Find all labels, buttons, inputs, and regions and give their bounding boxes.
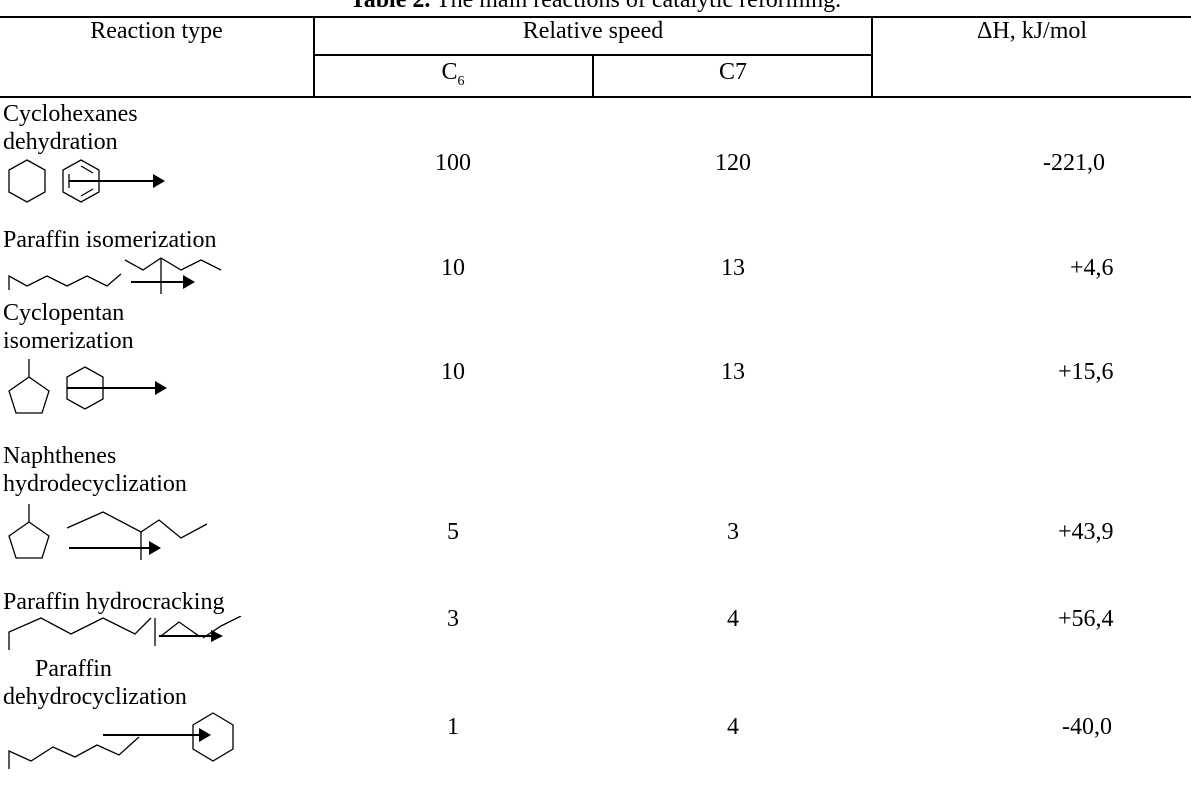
reaction-name-line1: Paraffin hydrocracking (3, 589, 225, 615)
row4-c6: 5 (447, 519, 459, 545)
row5-delta-h: +56,4 (1058, 606, 1114, 632)
table-row: Paraffin hydrocracking (3, 588, 263, 652)
row1-delta-h: -221,0 (1043, 150, 1105, 176)
methylcyclopentane-to-isoparaffin-structure (8, 504, 208, 560)
header-divider-left (313, 16, 315, 98)
header-relative-speed: Relative speed (522, 18, 664, 44)
table-row: dehydrocyclization (3, 683, 253, 769)
reaction-name-line2: isomerization (3, 328, 134, 354)
row5-c6: 3 (447, 606, 459, 632)
table-row: Cyclohexanes dehydration (3, 100, 203, 208)
isoparaffin-chain (124, 257, 222, 271)
reaction-name-line1: Cyclopentan (3, 300, 125, 326)
paraffin-to-benzene-structure (8, 712, 234, 769)
table-row: Paraffin (35, 655, 112, 683)
header-c6: C6 (314, 58, 592, 96)
table-top-rule (0, 16, 1191, 18)
reaction-name-line1: Naphthenes (3, 443, 117, 469)
row2-c6: 10 (441, 255, 465, 281)
table-row: Cyclopentan isomerization (3, 299, 203, 417)
header-c6-base: C (441, 59, 458, 85)
header-c6-sub: 6 (457, 74, 465, 89)
n-paraffin-chain (8, 273, 122, 290)
isoparaffin-chain (66, 511, 208, 539)
row3-c7: 13 (721, 359, 745, 385)
row4-c7: 3 (727, 519, 739, 545)
row5-c7: 4 (727, 606, 739, 632)
reaction-arrow-head (199, 728, 211, 742)
table-row: Naphthenes hydrodecyclization (3, 442, 233, 562)
header-delta-h: ΔH, kJ/mol (976, 18, 1088, 44)
row2-delta-h: +4,6 (1070, 255, 1114, 281)
header-divider-right (871, 16, 873, 98)
table-caption: Table 2. The main reactions of catalytic… (0, 0, 1191, 14)
reaction-name-line1: Cyclohexanes (3, 101, 138, 127)
cyclopentane-ring (8, 376, 50, 414)
short-paraffin-1 (160, 621, 200, 637)
reaction-arrow-head (183, 275, 195, 289)
row6-c6: 1 (447, 714, 459, 740)
benzene-ring (62, 159, 100, 203)
table-row: Paraffin isomerization (3, 226, 233, 296)
header-bottom-rule (0, 96, 1191, 98)
reaction-name-line2: dehydrocyclization (3, 684, 187, 710)
reaction-name-line1: Paraffin isomerization (3, 227, 217, 253)
reaction-arrow-head (149, 541, 161, 555)
row6-delta-h: -40,0 (1062, 714, 1112, 740)
reaction-arrow-head (211, 630, 223, 642)
row4-delta-h: +43,9 (1058, 519, 1114, 545)
reaction-arrow-head (155, 381, 167, 395)
table-caption-label: Table 2. (349, 0, 431, 13)
paraffin-to-short-paraffins-structure (8, 616, 242, 650)
header-c7: C7 (718, 59, 747, 85)
reaction-name-line2: hydrodecyclization (3, 471, 187, 497)
cyclohexane-to-benzene-structure (8, 159, 165, 203)
header-divider-mid (592, 54, 594, 98)
reaction-arrow-head (153, 174, 165, 188)
benzene-ring (192, 712, 234, 762)
row1-c7: 120 (715, 150, 751, 176)
row2-c7: 13 (721, 255, 745, 281)
cyclohexane-ring (66, 366, 104, 410)
row6-c7: 4 (727, 714, 739, 740)
row3-delta-h: +15,6 (1058, 359, 1114, 385)
header-reaction-type: Reaction type (90, 18, 223, 44)
short-paraffin-2 (202, 616, 242, 639)
n-paraffin-to-isoparaffin-structure (8, 257, 222, 294)
row3-c6: 10 (441, 359, 465, 385)
table-caption-text: The main reactions of catalytic reformin… (430, 0, 842, 13)
reaction-name-line1: Paraffin (35, 656, 112, 682)
reaction-name-line2: dehydration (3, 129, 118, 155)
cyclohexane-ring (8, 159, 46, 203)
paraffin-chain (8, 617, 152, 650)
paraffin-chain (8, 736, 140, 769)
row1-c6: 100 (435, 150, 471, 176)
methylcyclopentane-to-cyclohexane-structure (8, 359, 167, 414)
cyclopentane-ring (8, 521, 50, 559)
